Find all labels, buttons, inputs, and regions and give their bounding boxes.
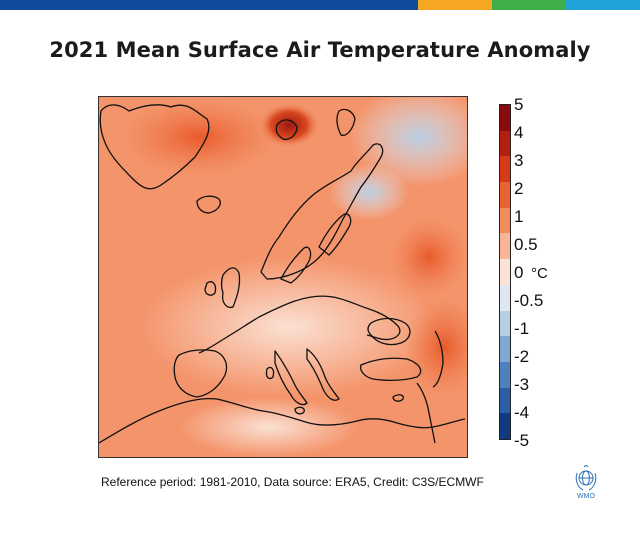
coastlines — [99, 104, 466, 444]
colorbar-tick-label: -3 — [514, 375, 530, 394]
colorbar-tick-label: 1 — [514, 207, 524, 226]
colorbar-tick-label: -5 — [514, 431, 530, 450]
map-canvas — [99, 97, 467, 457]
colorbar-segment — [500, 336, 510, 362]
brand-bar-orange — [418, 0, 492, 10]
temperature-anomaly-map — [98, 96, 468, 458]
colorbar-tick-label: -1 — [514, 319, 530, 338]
colorbar-segment — [500, 130, 510, 157]
page-title: 2021 Mean Surface Air Temperature Anomal… — [49, 38, 591, 62]
colorbar-segment — [500, 105, 510, 131]
colorbar — [499, 104, 511, 440]
colorbar-tick-label: 0 — [514, 263, 524, 282]
anomaly-warm-greenland — [119, 97, 279, 177]
colorbar-tick-label: 5 — [514, 95, 524, 114]
anomaly-pale-region — [139, 257, 439, 397]
colorbar-segment — [500, 182, 510, 208]
colorbar-segment — [500, 284, 510, 311]
colorbar-segment — [500, 310, 510, 337]
colorbar-segment — [500, 361, 510, 388]
wmo-logo-icon — [575, 465, 597, 491]
brand-bar-green — [492, 0, 566, 10]
colorbar-tick-label: 4 — [514, 123, 524, 142]
anomaly-cool-northeast — [349, 97, 467, 187]
colorbar-tick-label: -4 — [514, 403, 530, 422]
colorbar-segment — [500, 259, 510, 285]
brand-color-bar — [0, 0, 640, 10]
anomaly-warm-caspian — [404, 297, 467, 397]
colorbar-segment — [500, 413, 510, 439]
colorbar-unit: °C — [531, 265, 548, 282]
colorbar-segment — [500, 207, 510, 234]
colorbar-tick-label: 3 — [514, 151, 524, 170]
colorbar-tick-label: 0.5 — [514, 235, 538, 254]
anomaly-pale-south — [179, 397, 359, 457]
colorbar-tick-label: -0.5 — [514, 291, 544, 310]
anomaly-cool-finland — [329, 164, 409, 220]
anomaly-warm-russia — [389, 217, 467, 297]
colorbar-segment — [500, 156, 510, 183]
brand-bar-cyan — [566, 0, 640, 10]
brand-bar-blue — [0, 0, 418, 10]
wmo-logo-text: WMO — [577, 493, 595, 500]
reference-caption: Reference period: 1981-2010, Data source… — [101, 475, 484, 489]
colorbar-segment — [500, 233, 510, 260]
colorbar-segment — [500, 387, 510, 414]
colorbar-tick-label: -2 — [514, 347, 530, 366]
colorbar-tick-label: 2 — [514, 179, 524, 198]
